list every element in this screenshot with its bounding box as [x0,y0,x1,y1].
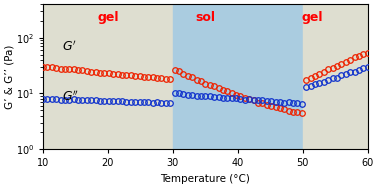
Text: $G'$: $G'$ [62,39,77,54]
Bar [303,4,368,149]
Text: $G^{\prime\prime}$: $G^{\prime\prime}$ [62,90,80,104]
Y-axis label: G’ & G’’ (Pa): G’ & G’’ (Pa) [4,45,14,109]
Bar [43,4,173,149]
Bar [173,4,303,149]
Text: sol: sol [195,11,215,24]
Text: gel: gel [97,11,119,24]
Text: gel: gel [302,11,323,24]
X-axis label: Temperature (°C): Temperature (°C) [160,174,250,184]
